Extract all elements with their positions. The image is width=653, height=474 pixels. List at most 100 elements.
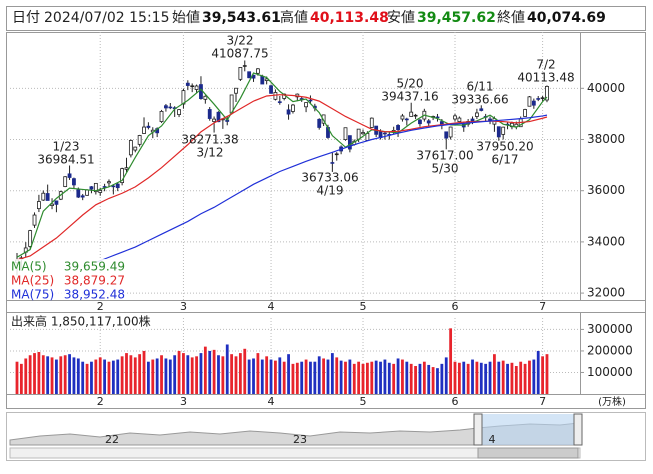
candle-body <box>194 85 199 90</box>
navigator-handle-right[interactable] <box>573 413 583 446</box>
candle-body <box>102 186 107 188</box>
candle-body <box>269 85 273 94</box>
y-tick-label: 40000 <box>587 81 625 95</box>
volume-bar <box>392 363 396 394</box>
candle-body <box>304 102 308 108</box>
volume-bar <box>352 363 356 394</box>
x-tick-label: 4 <box>268 395 275 408</box>
candle-body <box>124 167 129 170</box>
volume-bar <box>383 359 387 394</box>
volume-bar <box>295 362 299 394</box>
navigator-scrollbar[interactable] <box>9 447 581 459</box>
candle-body <box>72 178 76 186</box>
candle-body <box>496 126 501 138</box>
annotation-date: 5/30 <box>432 162 459 176</box>
candle-body <box>286 109 291 115</box>
volume-bar <box>431 367 435 394</box>
y-tick-label: 300000 <box>587 322 633 336</box>
ma-line <box>95 114 548 263</box>
candle-body <box>317 118 322 128</box>
volume-bar <box>68 354 71 394</box>
annotation-value: 41087.75 <box>211 47 268 61</box>
volume-bar <box>63 355 67 394</box>
candle-body <box>181 90 186 105</box>
legend-value: 39,659.49 <box>64 260 125 274</box>
candle-body <box>418 119 422 125</box>
candle-body <box>238 67 243 80</box>
candle-body <box>120 168 125 183</box>
volume-bar <box>72 357 76 394</box>
x-tick-label: 4 <box>268 300 275 313</box>
x-tick-label: 3 <box>180 300 187 313</box>
annotation-date: 3/22 <box>227 34 254 48</box>
annotation-date: 4/19 <box>317 184 344 198</box>
volume-bar <box>436 368 439 394</box>
volume-bar <box>55 359 58 394</box>
volume-bar <box>151 359 155 394</box>
volume-bar <box>519 361 523 394</box>
volume-bar <box>457 362 461 394</box>
header-label: 高値 <box>280 9 308 26</box>
volume-bar <box>129 355 133 394</box>
volume-bar <box>265 356 269 394</box>
legend-name: MA(75) <box>11 288 54 302</box>
volume-bar <box>212 349 216 394</box>
volume-bar <box>217 355 220 394</box>
volume-bar <box>190 357 194 394</box>
navigator-selection[interactable] <box>478 414 578 445</box>
candle-body <box>159 111 164 122</box>
volume-bar <box>76 358 80 394</box>
volume-bar <box>238 353 242 394</box>
volume-bar <box>15 361 19 394</box>
legend-box <box>9 259 126 300</box>
volume-bar <box>475 361 479 394</box>
volume-bar <box>147 361 150 394</box>
navigator-thumb[interactable] <box>477 447 579 459</box>
header-value: 40,113.48 <box>310 10 389 26</box>
candle-body <box>80 195 85 198</box>
volume-bar <box>370 361 374 394</box>
volume-bar <box>479 362 483 394</box>
volume-bar <box>466 363 470 394</box>
volume-bar <box>103 359 106 394</box>
candle-body <box>330 162 335 164</box>
annotation-date: 6/17 <box>492 153 519 167</box>
candle-body <box>234 87 238 94</box>
volume-bar <box>230 354 234 394</box>
legend-name: MA(25) <box>11 274 54 288</box>
header-value: 2024/07/02 15:15 <box>44 10 170 26</box>
volume-bar <box>532 359 536 394</box>
volume-bar <box>501 360 505 394</box>
volume-bar <box>528 360 531 394</box>
candle-body <box>107 181 111 184</box>
legend-name: MA(5) <box>11 260 47 274</box>
volume-bar <box>427 364 431 394</box>
y-tick-label: 100000 <box>587 365 633 379</box>
candle-body <box>247 71 252 79</box>
candle-body <box>334 153 339 156</box>
volume-bar <box>186 355 190 394</box>
volume-bar <box>107 361 111 394</box>
candle-body <box>453 115 457 120</box>
navigator-handle-left[interactable] <box>473 413 483 446</box>
candle-body <box>255 68 260 74</box>
volume-bar <box>291 363 295 394</box>
header-label: 終値 <box>497 10 525 26</box>
volume-bar <box>523 363 527 394</box>
volume-bar <box>401 359 404 394</box>
candle-body <box>216 111 221 123</box>
volume-bar <box>506 363 509 394</box>
header-value: 40,074.69 <box>527 10 606 26</box>
volume-bar <box>177 350 181 394</box>
candle-body <box>321 114 326 124</box>
volume-bar <box>462 361 466 394</box>
volume-bar <box>484 363 488 394</box>
candle-body <box>448 126 453 138</box>
volume-bar <box>366 362 369 394</box>
header-box <box>6 6 646 31</box>
navigator <box>6 412 646 461</box>
volume-bar <box>173 355 177 394</box>
candle-body <box>54 200 59 205</box>
x-tick-label: 5 <box>360 395 367 408</box>
candle-body <box>369 117 374 128</box>
